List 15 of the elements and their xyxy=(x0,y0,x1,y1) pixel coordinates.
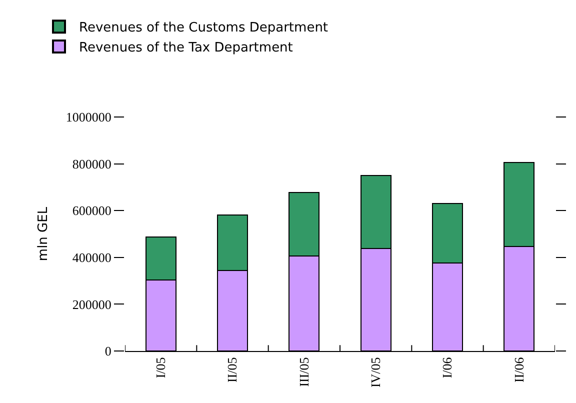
legend-label: Revenues of the Customs Department xyxy=(79,20,328,36)
y-tick-label: 1000000 xyxy=(66,110,112,125)
x-tick-label: I/05 xyxy=(153,357,168,378)
legend-label: Revenues of the Tax Department xyxy=(79,40,293,56)
x-tick-label: II/06 xyxy=(511,356,526,382)
y-tick-label: 400000 xyxy=(72,250,112,265)
y-tick-label: 600000 xyxy=(72,203,112,218)
y-tick-label: 200000 xyxy=(72,296,112,312)
y-axis-title: mln GEL xyxy=(36,206,51,262)
x-tick-label: I/06 xyxy=(440,356,455,378)
x-tick-label: II/05 xyxy=(224,357,240,382)
y-tick-label: 800000 xyxy=(72,156,112,172)
y-tick-label: 0 xyxy=(104,344,112,359)
x-tick-label: III/05 xyxy=(296,357,312,387)
x-tick-label: IV/05 xyxy=(368,357,384,388)
